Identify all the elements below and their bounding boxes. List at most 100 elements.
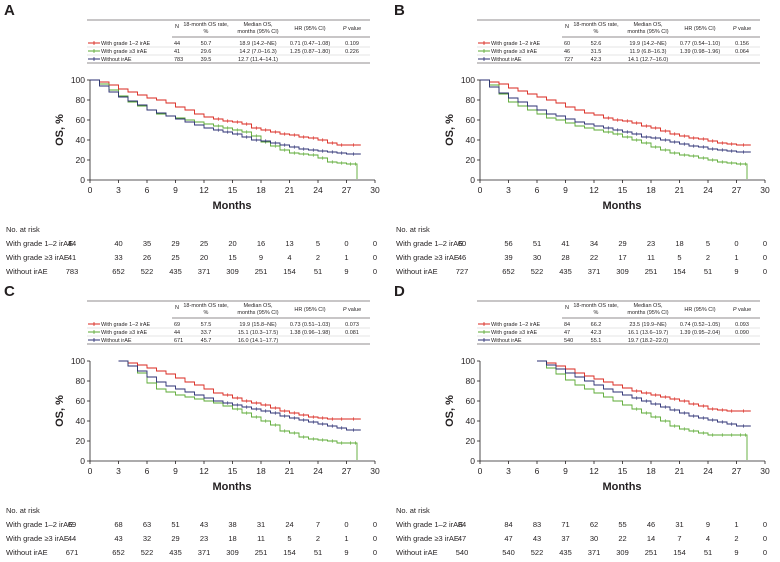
km-chart-d: D N 18-month OS rate,% Median OS,months (95…: [394, 283, 770, 557]
legend-header-rate-unit: %: [594, 29, 599, 35]
at-risk-value: 0: [763, 548, 767, 557]
legend-header-rate: 18-month OS rate,: [183, 22, 229, 28]
legend-series-name: Without irAE: [491, 338, 522, 344]
at-risk-row-label: With grade 1–2 irAE: [396, 520, 463, 529]
x-tick-label: 27: [732, 185, 742, 195]
x-tick-label: 12: [589, 466, 599, 476]
at-risk-row-label: Without irAE: [6, 548, 48, 557]
legend-n: 44: [174, 41, 180, 47]
y-tick-label: 40: [466, 135, 476, 145]
legend-header-median-ci: months (95% CI): [627, 29, 668, 35]
x-tick-label: 9: [173, 185, 178, 195]
at-risk-value: 7: [316, 520, 320, 529]
legend-header-rate: 18-month OS rate,: [183, 303, 229, 309]
at-risk-value: 69: [68, 520, 76, 529]
at-risk-value: 1: [734, 253, 738, 262]
at-risk-value: 71: [561, 520, 569, 529]
at-risk-value: 23: [200, 534, 208, 543]
at-risk-row-label: With grade ≥3 irAE: [6, 534, 69, 543]
km-curve-without-irae: [118, 360, 361, 431]
at-risk-row-label: Without irAE: [396, 267, 438, 276]
at-risk-value: 68: [114, 520, 122, 529]
at-risk-value: 46: [458, 253, 466, 262]
legend-rate: 31.5: [591, 49, 602, 55]
panel-letter-b: B: [394, 2, 405, 19]
at-risk-value: 11: [647, 253, 655, 262]
at-risk-value: 51: [533, 239, 541, 248]
km-panel-c: C N 18-month OS rate,% Median OS, months (95…: [0, 281, 390, 562]
at-risk-value: 51: [314, 267, 322, 276]
legend-header-p: P value: [343, 26, 361, 32]
legend-rate: 42.3: [591, 57, 602, 63]
legend-p: 0.090: [735, 330, 749, 336]
y-tick-label: 100: [461, 356, 475, 366]
at-risk-value: 0: [763, 239, 767, 248]
at-risk-value: 5: [287, 534, 291, 543]
legend-hr: 1.38 (0.96–1.98): [290, 330, 331, 336]
legend-header-n: N: [175, 305, 179, 311]
legend-header-median: Median OS,: [633, 303, 663, 309]
x-tick-label: 30: [370, 466, 380, 476]
km-curve-with-grade-1-2-irae: [480, 79, 751, 146]
x-tick-label: 18: [256, 185, 266, 195]
at-risk-value: 251: [255, 548, 268, 557]
legend-hr: 0.71 (0.47–1.08): [290, 41, 331, 47]
legend-n: 41: [174, 49, 180, 55]
y-tick-label: 0: [80, 456, 85, 466]
legend-rate: 57.5: [201, 322, 212, 328]
at-risk-value: 46: [647, 520, 655, 529]
y-tick-label: 40: [76, 135, 86, 145]
at-risk-value: 1: [734, 520, 738, 529]
y-tick-label: 100: [461, 75, 475, 85]
legend-n: 44: [174, 330, 180, 336]
at-risk-value: 31: [675, 520, 683, 529]
at-risk-value: 783: [66, 267, 79, 276]
y-tick-label: 0: [470, 456, 475, 466]
at-risk-value: 25: [171, 253, 179, 262]
legend-n: 47: [564, 330, 570, 336]
legend-rate: 39.5: [201, 57, 212, 63]
legend-series-name: Without irAE: [491, 57, 522, 63]
at-risk-value: 84: [458, 520, 466, 529]
legend-rate: 45.7: [201, 338, 212, 344]
y-axis-label: OS, %: [444, 395, 456, 427]
km-curve-with-grade-3-irae: [480, 79, 748, 179]
x-tick-label: 27: [732, 466, 742, 476]
legend-rate: 66.2: [591, 322, 602, 328]
y-axis-label: OS, %: [444, 114, 456, 146]
at-risk-value: 15: [228, 253, 236, 262]
at-risk-value: 30: [533, 253, 541, 262]
at-risk-value: 309: [226, 267, 239, 276]
legend-median: 16.0 (14.1–17.7): [238, 338, 279, 344]
at-risk-value: 1: [344, 253, 348, 262]
at-risk-value: 652: [502, 267, 515, 276]
at-risk-value: 251: [645, 267, 658, 276]
y-tick-label: 60: [466, 115, 476, 125]
at-risk-value: 9: [734, 267, 738, 276]
at-risk-value: 309: [226, 548, 239, 557]
at-risk-value: 309: [616, 267, 629, 276]
at-risk-value: 30: [590, 534, 598, 543]
at-risk-value: 22: [618, 534, 626, 543]
at-risk-value: 371: [588, 548, 601, 557]
y-tick-label: 20: [466, 155, 476, 165]
at-risk-value: 14: [647, 534, 655, 543]
legend-median: 14.2 (7.0–16.3): [239, 49, 276, 55]
at-risk-value: 0: [763, 520, 767, 529]
at-risk-value: 41: [68, 253, 76, 262]
legend-header-median-ci: months (95% CI): [237, 310, 278, 316]
y-tick-label: 60: [76, 396, 86, 406]
at-risk-value: 47: [504, 534, 512, 543]
legend-rate: 52.6: [591, 41, 602, 47]
at-risk-value: 43: [533, 534, 541, 543]
km-curve-without-irae: [480, 79, 751, 153]
at-risk-row-label: With grade 1–2 irAE: [6, 520, 73, 529]
x-tick-label: 15: [228, 185, 238, 195]
at-risk-value: 47: [458, 534, 466, 543]
legend-hr: 0.74 (0.52–1.05): [680, 322, 721, 328]
y-tick-label: 40: [76, 416, 86, 426]
x-tick-label: 3: [506, 466, 511, 476]
at-risk-value: 435: [169, 267, 182, 276]
at-risk-title: No. at risk: [6, 225, 40, 234]
